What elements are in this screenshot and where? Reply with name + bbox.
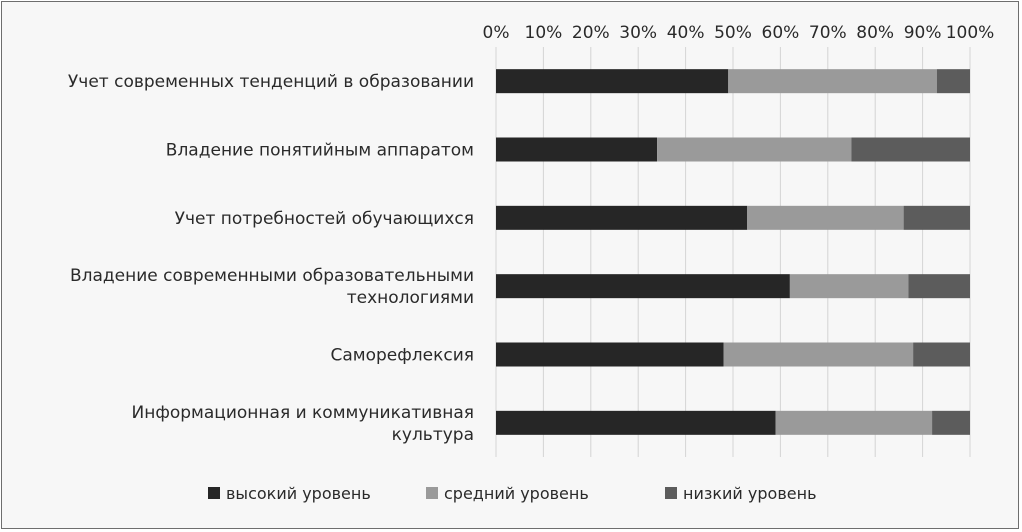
bar-segment <box>496 342 724 367</box>
category-label: Учет потребностей обучающихся <box>175 209 474 229</box>
bar-segment <box>908 274 970 299</box>
x-tick-label: 0% <box>483 23 510 43</box>
bar-segment <box>496 137 658 162</box>
legend-label: средний уровень <box>444 484 589 503</box>
legend-swatch <box>665 487 677 499</box>
bar-segment <box>775 410 933 435</box>
category-label: культура <box>392 425 474 445</box>
legend-swatch <box>208 487 220 499</box>
bar-segment <box>903 205 970 230</box>
x-tick-label: 80% <box>856 23 894 43</box>
legend-label: высокий уровень <box>226 484 371 503</box>
bar-segment <box>496 274 790 299</box>
x-tick-label: 30% <box>619 23 657 43</box>
bar-segment <box>657 137 852 162</box>
x-tick-label: 10% <box>525 23 563 43</box>
bar-segment <box>723 342 914 367</box>
category-label: Саморефлексия <box>330 346 474 366</box>
x-tick-label: 40% <box>667 23 705 43</box>
x-tick-label: 20% <box>572 23 610 43</box>
bar-segment <box>851 137 970 162</box>
bar-segment <box>932 410 970 435</box>
category-label: технологиями <box>347 288 474 308</box>
legend-label: низкий уровень <box>683 484 817 503</box>
x-tick-label: 100% <box>946 23 995 43</box>
x-tick-label: 90% <box>904 23 942 43</box>
bar-segment <box>728 69 937 94</box>
bar-segment <box>747 205 904 230</box>
category-label: Учет современных тенденций в образовании <box>68 72 474 92</box>
legend-swatch <box>426 487 438 499</box>
category-label: Информационная и коммуникативная <box>131 403 474 423</box>
bar-segment <box>936 69 970 94</box>
x-tick-label: 70% <box>809 23 847 43</box>
x-tick-label: 50% <box>714 23 752 43</box>
category-label: Владение понятийным аппаратом <box>166 141 474 161</box>
bar-segment <box>496 205 748 230</box>
bar-segment <box>913 342 970 367</box>
bar-segment <box>496 410 776 435</box>
bar-segment <box>789 274 909 299</box>
bar-segment <box>496 69 729 94</box>
category-label: Владение современными образовательными <box>70 266 474 286</box>
x-tick-label: 60% <box>762 23 800 43</box>
